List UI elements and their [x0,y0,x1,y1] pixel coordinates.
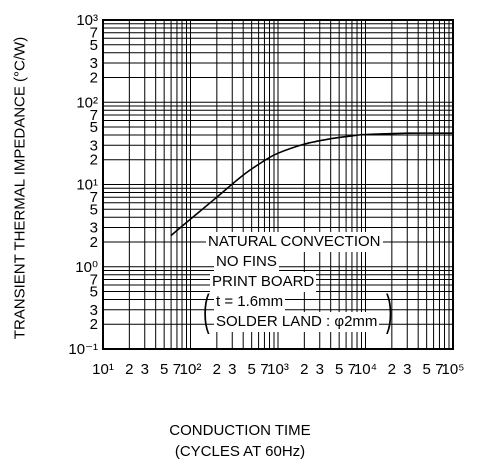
right-paren: ) [385,286,393,335]
annotation-paren-group: ( t = 1.6mm SOLDER LAND : φ2mm ) [203,286,392,335]
x-axis-label: CONDUCTION TIME [169,422,311,439]
annotation-line-3: PRINT BOARD [210,272,317,292]
y-tick-label: 2 [90,234,98,251]
x-tick-label: 3 [403,361,411,378]
y-tick-label: 10² [76,94,98,111]
x-tick-label: 10² [180,361,202,378]
x-tick-label: 10¹ [92,361,114,378]
x-tick-label: 5 [335,361,343,378]
x-axis-unit-label: (CYCLES AT 60Hz) [174,443,306,460]
y-tick-label: 10³ [76,12,98,29]
x-tick-label: 2 [388,361,396,378]
x-tick-label: 7 [435,361,443,378]
y-tick-label: 2 [90,316,98,333]
y-tick-label: 3 [90,302,98,319]
x-tick-label: 10⁵ [442,361,465,378]
annotation-line-1: NATURAL CONVECTION [206,232,383,252]
y-tick-label: 3 [90,220,98,237]
y-tick-label: 3 [90,137,98,154]
x-tick-label: 7 [348,361,356,378]
x-tick-label: 3 [141,361,149,378]
x-tick-label: 2 [213,361,221,378]
annotation-line-4: t = 1.6mm [214,292,286,312]
x-tick-label: 10³ [267,361,289,378]
x-tick-label: 10⁴ [354,361,377,378]
x-tick-label: 3 [228,361,236,378]
y-axis-label: TRANSIENT THERMAL IMPEDANCE (°C/W) [11,36,29,340]
x-tick-label: 7 [173,361,181,378]
x-tick-label: 5 [160,361,168,378]
conditions-annotation: NATURAL CONVECTION NO FINS PRINT BOARD (… [203,232,392,335]
y-tick-label: 10¹ [76,177,98,194]
y-tick-label: 5 [90,201,98,218]
y-tick-label: 5 [90,119,98,136]
y-tick-label: 3 [90,55,98,72]
left-paren: ( [203,286,210,335]
x-tick-label: 5 [247,361,255,378]
y-tick-label: 2 [90,152,98,169]
x-tick-label: 7 [260,361,268,378]
y-tick-label: 10⁻¹ [68,341,98,358]
y-tick-label: 2 [90,69,98,86]
y-tick-label: 7 [90,271,98,288]
x-tick-label: 3 [316,361,324,378]
y-tick-label: 5 [90,37,98,54]
annotation-line-5: SOLDER LAND : φ2mm [214,312,380,332]
plot-frame [102,19,454,350]
x-tick-label: 2 [300,361,308,378]
y-tick-label: 7 [90,25,98,42]
impedance-curve [170,132,454,237]
y-tick-label: 10⁰ [75,259,98,276]
y-tick-label: 5 [90,284,98,301]
y-tick-label: 7 [90,107,98,124]
annotation-line-2: NO FINS [214,252,279,272]
y-tick-label: 7 [90,189,98,206]
x-tick-label: 2 [125,361,133,378]
x-tick-label: 5 [422,361,430,378]
